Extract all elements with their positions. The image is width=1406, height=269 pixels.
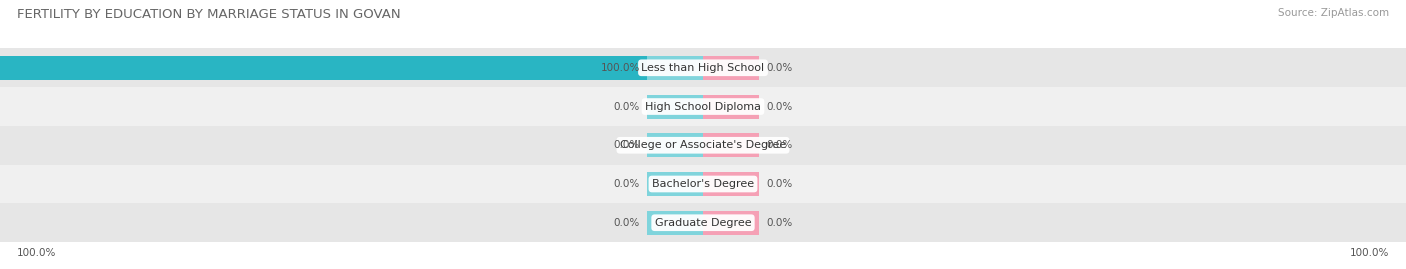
Text: 0.0%: 0.0% bbox=[766, 140, 793, 150]
Bar bbox=[647, 172, 703, 196]
Bar bbox=[647, 56, 703, 80]
Text: 100.0%: 100.0% bbox=[1350, 248, 1389, 258]
Text: Less than High School: Less than High School bbox=[641, 63, 765, 73]
Text: 0.0%: 0.0% bbox=[613, 140, 640, 150]
Bar bbox=[703, 94, 759, 119]
Bar bbox=[647, 133, 703, 157]
Bar bbox=[703, 211, 759, 235]
Text: FERTILITY BY EDUCATION BY MARRIAGE STATUS IN GOVAN: FERTILITY BY EDUCATION BY MARRIAGE STATU… bbox=[17, 8, 401, 21]
Text: 0.0%: 0.0% bbox=[766, 179, 793, 189]
Bar bbox=[647, 211, 703, 235]
Text: 100.0%: 100.0% bbox=[17, 248, 56, 258]
Text: Bachelor's Degree: Bachelor's Degree bbox=[652, 179, 754, 189]
Bar bbox=[0, 56, 703, 80]
Bar bbox=[0, 165, 1406, 203]
Text: 0.0%: 0.0% bbox=[766, 63, 793, 73]
Bar bbox=[703, 133, 759, 157]
Bar bbox=[0, 126, 1406, 165]
Text: 0.0%: 0.0% bbox=[766, 218, 793, 228]
Bar bbox=[0, 87, 1406, 126]
Bar bbox=[0, 203, 1406, 242]
Bar bbox=[647, 94, 703, 119]
Text: 0.0%: 0.0% bbox=[613, 218, 640, 228]
Text: Source: ZipAtlas.com: Source: ZipAtlas.com bbox=[1278, 8, 1389, 18]
Bar bbox=[703, 172, 759, 196]
Text: 0.0%: 0.0% bbox=[766, 101, 793, 112]
Text: 100.0%: 100.0% bbox=[600, 63, 640, 73]
Text: High School Diploma: High School Diploma bbox=[645, 101, 761, 112]
Text: Graduate Degree: Graduate Degree bbox=[655, 218, 751, 228]
Text: 0.0%: 0.0% bbox=[613, 101, 640, 112]
Bar bbox=[703, 56, 759, 80]
Text: 0.0%: 0.0% bbox=[613, 179, 640, 189]
Bar bbox=[0, 48, 1406, 87]
Text: College or Associate's Degree: College or Associate's Degree bbox=[620, 140, 786, 150]
